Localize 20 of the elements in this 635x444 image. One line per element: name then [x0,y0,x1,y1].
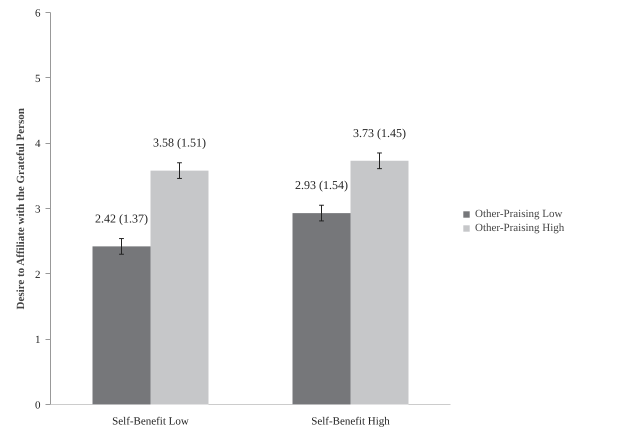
y-tick-label: 1 [35,334,40,346]
y-axis-title: Desire to Affiliate with the Grateful Person [15,108,27,310]
data-label: 2.93 (1.54) [295,178,348,192]
bar [150,170,208,404]
data-label: 2.42 (1.37) [95,211,148,226]
y-tick-label: 5 [35,72,41,85]
y-tick-label: 2 [35,268,40,281]
bar [350,160,408,404]
data-label: 3.73 (1.45) [353,126,406,140]
bar [292,213,350,404]
y-tick-label: 6 [35,8,41,20]
x-tick-label: Self-Benefit Low [112,416,189,428]
legend-label: Other-Praising Low [475,208,562,220]
bar [92,246,150,404]
y-tick-label: 0 [35,400,41,412]
x-tick-label: Self-Benefit High [311,416,390,428]
data-label: 3.58 (1.51) [153,136,206,150]
y-tick-label: 3 [35,204,41,216]
y-tick-label: 4 [35,138,41,150]
legend-label: Other-Praising High [475,222,564,234]
